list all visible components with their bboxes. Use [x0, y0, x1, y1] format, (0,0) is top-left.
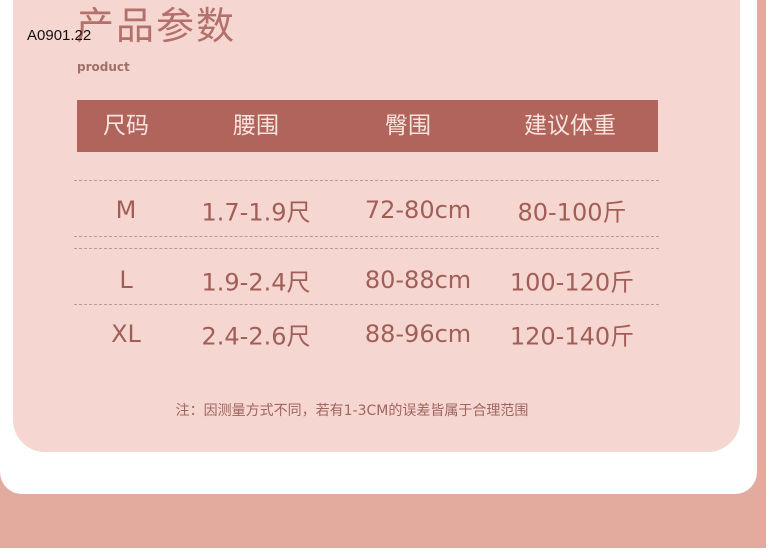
- table-header: 尺码 腰围 臀围 建议体重: [77, 100, 658, 152]
- cell-weight: 100-120斤: [509, 268, 635, 297]
- column-header-weight: 建议体重: [524, 113, 616, 139]
- cell-weight: 120-140斤: [509, 322, 635, 351]
- cell-size: L: [119, 266, 133, 294]
- divider: [74, 248, 659, 249]
- cell-size: M: [115, 196, 137, 224]
- cell-waist: 1.9-2.4尺: [201, 268, 311, 297]
- column-header-waist: 腰围: [233, 113, 279, 139]
- measurement-note: 注：因测量方式不同，若有1-3CM的误差皆属于合理范围: [175, 403, 529, 419]
- cell-waist: 1.7-1.9尺: [201, 198, 311, 227]
- divider: [74, 236, 659, 237]
- cell-waist: 2.4-2.6尺: [201, 322, 311, 351]
- column-header-hip: 臀围: [385, 113, 431, 139]
- divider: [74, 180, 659, 181]
- page-subtitle: product: [77, 60, 130, 74]
- cell-weight: 80-100斤: [517, 198, 627, 227]
- divider: [74, 304, 659, 305]
- cell-size: XL: [111, 320, 141, 348]
- page-title: 产品参数: [76, 4, 237, 48]
- cell-hip: 88-96cm: [364, 320, 472, 348]
- cell-hip: 80-88cm: [364, 266, 472, 294]
- cell-hip: 72-80cm: [364, 196, 472, 224]
- column-header-size: 尺码: [103, 113, 149, 139]
- product-code: A0901.22: [27, 27, 92, 44]
- size-chart-panel: [13, 0, 740, 452]
